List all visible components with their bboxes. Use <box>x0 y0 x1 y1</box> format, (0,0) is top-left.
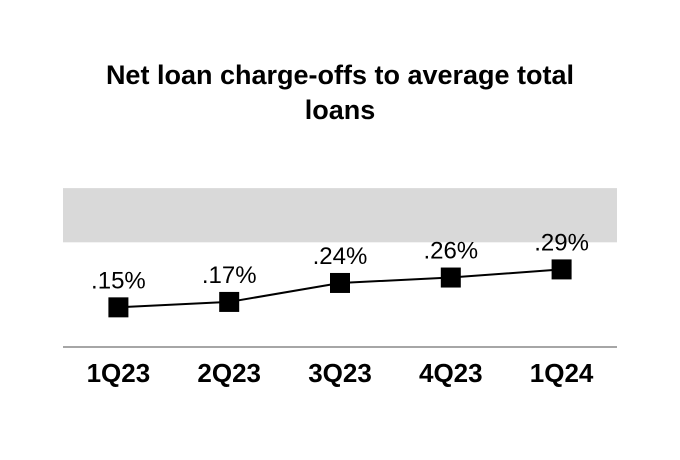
point-label: .15% <box>91 267 146 294</box>
chart-title: Net loan charge-offs to average total lo… <box>105 60 575 125</box>
x-tick-label: 3Q23 <box>308 358 372 388</box>
highlight-band <box>63 188 617 243</box>
data-point-marker <box>330 272 350 293</box>
data-point-marker <box>440 267 461 288</box>
data-point-marker <box>108 297 129 318</box>
data-point-marker <box>551 259 572 280</box>
point-label: .26% <box>423 238 478 265</box>
x-tick-label: 2Q23 <box>197 358 261 388</box>
data-point-marker <box>219 291 240 312</box>
point-label: .29% <box>534 229 589 256</box>
x-tick-label: 1Q24 <box>530 358 594 388</box>
x-tick-label: 1Q23 <box>87 358 151 388</box>
point-label: .17% <box>202 262 257 289</box>
point-label: .24% <box>313 243 368 270</box>
x-tick-label: 4Q23 <box>419 358 483 388</box>
